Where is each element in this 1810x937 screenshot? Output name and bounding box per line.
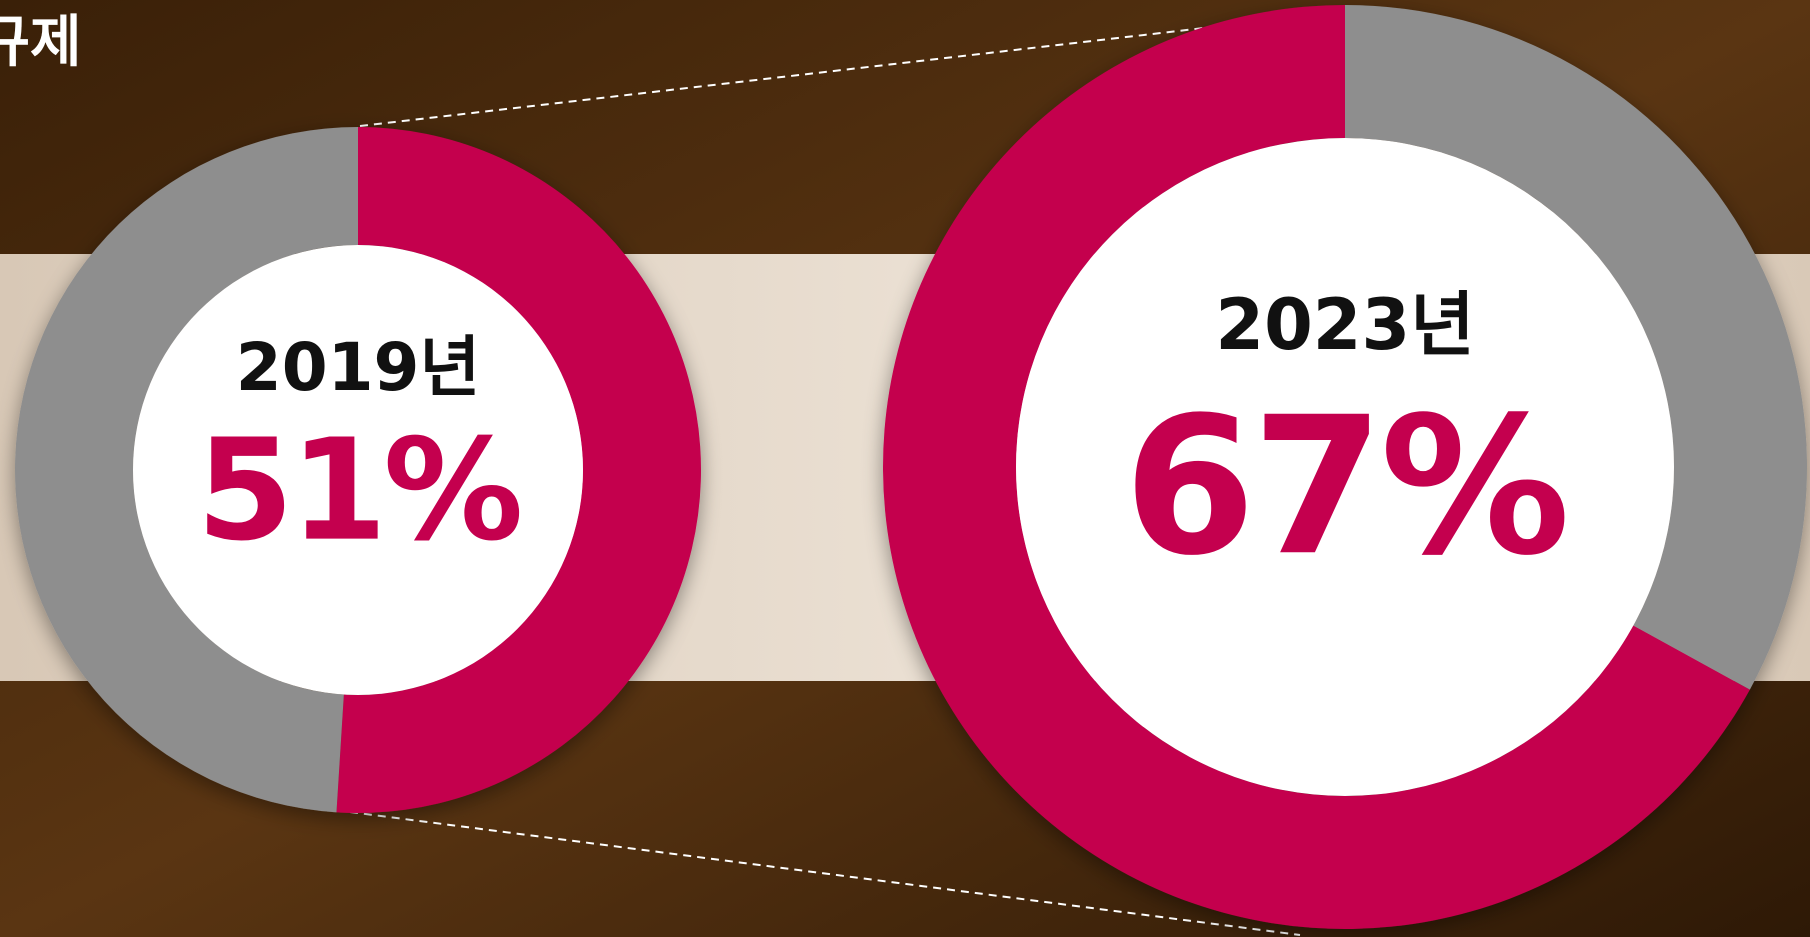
donut [14, 127, 701, 813]
chart-title: 2023년 [1215, 284, 1474, 366]
donut-hole [1016, 138, 1674, 796]
connector [359, 17, 1291, 127]
donut-segment [14, 127, 358, 813]
donut-segment [336, 127, 701, 813]
value-label: 67% [1124, 376, 1567, 597]
donut [882, 5, 1807, 930]
value-label: 51% [196, 410, 519, 573]
donut-segment [1345, 5, 1807, 690]
header-title: 규제 [0, 10, 82, 75]
donut-hole [133, 245, 583, 695]
connector [349, 811, 1301, 936]
chart-title: 2019년 [236, 329, 480, 406]
donut-segment [882, 5, 1750, 930]
